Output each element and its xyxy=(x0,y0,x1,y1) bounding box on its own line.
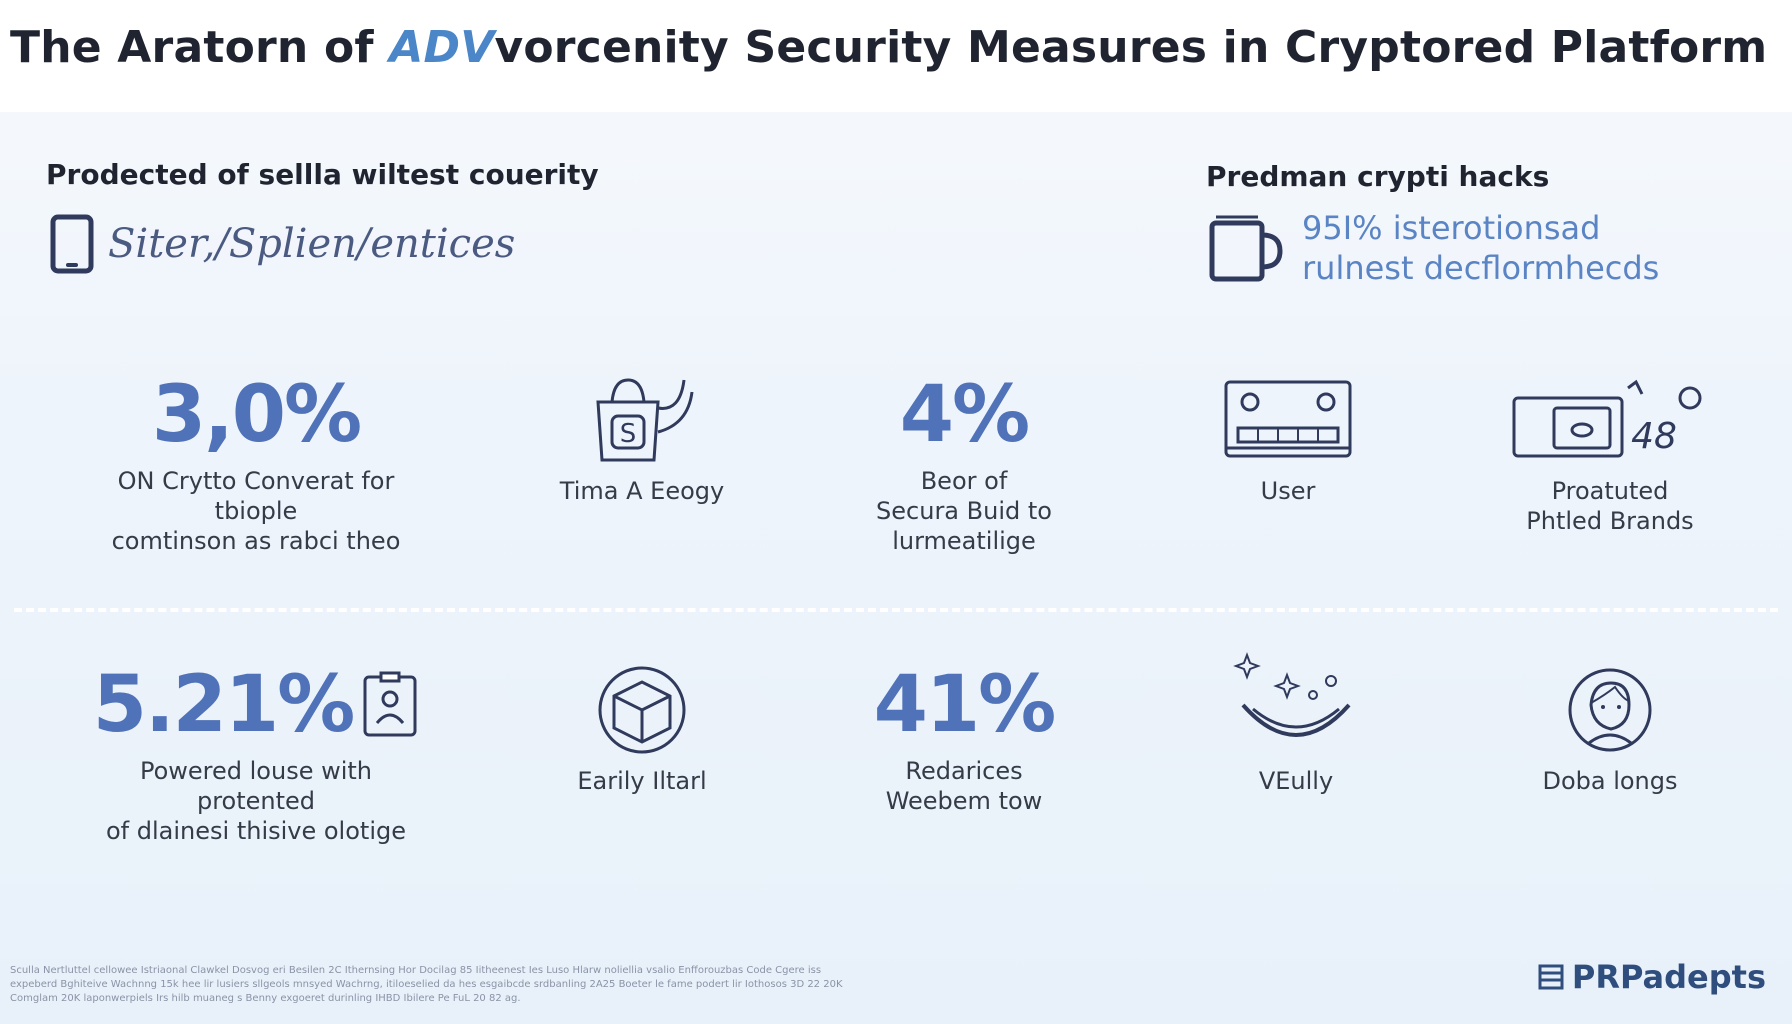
face-portrait-icon xyxy=(1450,660,1770,760)
page-title: The Aratorn of ADVvorcenity Security Mea… xyxy=(10,22,1767,73)
stat-row1-col1: 3,0% ON Crytto Converat for tbiople comt… xyxy=(96,370,416,556)
stat-label-line: lurmeatilige xyxy=(892,527,1036,555)
keyboard-device-icon xyxy=(1128,370,1448,470)
right-section-heading: Predman crypti hacks xyxy=(1206,160,1550,193)
shopping-bag-icon: S xyxy=(482,370,802,470)
stat-label-line: VEully xyxy=(1258,767,1334,795)
stat-label: Tima A Eeogy xyxy=(482,476,802,506)
right-sub-line-2: rulnest decflormhecds xyxy=(1302,249,1660,287)
title-accent: ADV xyxy=(389,22,495,73)
stat-label-line: of dlainesi thisive olotige xyxy=(106,817,406,845)
wallet-card-icon: 48 xyxy=(1450,370,1770,470)
stat-row2-col2: Earily Iltarl xyxy=(482,660,802,796)
left-sub-block: Siter,/Splien/entices xyxy=(50,214,515,274)
stat-label-line: Earily Iltarl xyxy=(577,767,707,795)
stat-row1-col4: User xyxy=(1128,370,1448,506)
stat-row2-col5: Doba longs xyxy=(1450,660,1770,796)
stat-label: Redarices Weebem tow xyxy=(804,756,1124,816)
brand-logo: PRPadepts xyxy=(1538,958,1766,996)
left-section-heading: Prodected of sellla wiltest couerity xyxy=(46,158,599,191)
stat-label-line: comtinson as rabci theo xyxy=(111,527,401,555)
left-sub-text: Siter,/Splien/entices xyxy=(108,221,516,267)
footnote: Sculla Nertluttel cellowee Istriaonal Cl… xyxy=(10,965,843,1004)
stat-label-line: Beor of xyxy=(920,467,1008,495)
stat-value: 3,0% xyxy=(151,370,362,460)
svg-text:S: S xyxy=(620,419,637,449)
right-sub-line-1: 95I% isterotionsad xyxy=(1302,209,1601,247)
right-sub-text: 95I% isterotionsad rulnest decflormhecds xyxy=(1302,208,1659,288)
stat-label: VEully xyxy=(1136,766,1456,796)
stat-value: 4% xyxy=(899,370,1030,460)
stat-label-line: Doba longs xyxy=(1542,767,1678,795)
title-suffix: vorcenity Security Measures in Cryptored… xyxy=(494,22,1768,73)
id-badge-icon xyxy=(361,671,419,739)
stat-label-line: Secura Buid to xyxy=(876,497,1052,525)
stat-label: User xyxy=(1128,476,1448,506)
stat-row2-col3: 41% Redarices Weebem tow xyxy=(804,660,1124,816)
stat-label-line: ON Crytto Converat for tbiople xyxy=(117,467,395,525)
stat-value-row: 5.21% xyxy=(86,660,426,750)
stat-label: Powered louse with protented of dlainesi… xyxy=(86,756,426,846)
tablet-icon xyxy=(50,214,94,274)
stat-label-line: User xyxy=(1260,477,1316,505)
stat-label-line: Powered louse with protented xyxy=(139,757,373,815)
stat-label: Proatuted Phtled Brands xyxy=(1450,476,1770,536)
stat-label: Beor of Secura Buid to lurmeatilige xyxy=(804,466,1124,556)
stat-row2-col1: 5.21% Powered louse with protented of dl… xyxy=(86,660,426,846)
globe-cube-icon xyxy=(482,660,802,760)
right-sub-block: 95I% isterotionsad rulnest decflormhecds xyxy=(1208,208,1659,288)
stat-value: 5.21% xyxy=(92,660,356,750)
stat-label: Doba longs xyxy=(1450,766,1770,796)
stat-row1-col3: 4% Beor of Secura Buid to lurmeatilige xyxy=(804,370,1124,556)
stat-label-line: Tima A Eeogy xyxy=(559,477,725,505)
brand-name: PRPadepts xyxy=(1571,958,1766,996)
section-divider xyxy=(14,608,1778,612)
brand-list-icon xyxy=(1538,964,1564,990)
svg-text:48: 48 xyxy=(1631,416,1677,457)
stat-value: 41% xyxy=(873,660,1057,750)
stat-label: Earily Iltarl xyxy=(482,766,802,796)
title-bar: The Aratorn of ADVvorcenity Security Mea… xyxy=(0,0,1792,112)
stat-row1-col2: S Tima A Eeogy xyxy=(482,370,802,506)
stat-label: ON Crytto Converat for tbiople comtinson… xyxy=(96,466,416,556)
stat-row1-col5: 48 Proatuted Phtled Brands xyxy=(1450,370,1770,536)
stat-row2-col4: VEully xyxy=(1136,640,1456,796)
stat-label-line: Weebem tow xyxy=(885,787,1043,815)
sparkle-smile-icon xyxy=(1136,640,1456,760)
stat-label-line: Phtled Brands xyxy=(1526,507,1694,535)
mug-icon xyxy=(1208,213,1284,283)
title-prefix: The Aratorn of xyxy=(10,22,390,73)
stat-label-line: Proatuted xyxy=(1551,477,1669,505)
stat-label-line: Redarices xyxy=(905,757,1023,785)
